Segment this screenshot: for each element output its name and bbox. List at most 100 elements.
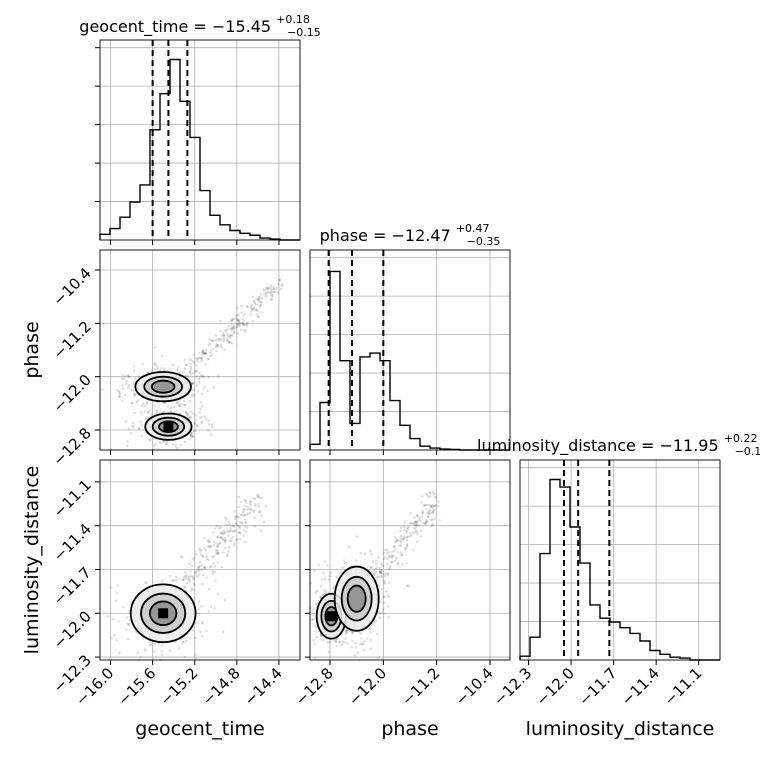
scatter-point bbox=[420, 501, 423, 504]
scatter-point bbox=[183, 400, 186, 403]
scatter-point bbox=[193, 430, 196, 433]
scatter-point bbox=[191, 587, 194, 590]
scatter-point bbox=[243, 329, 246, 332]
scatter-point bbox=[184, 404, 187, 407]
scatter-point bbox=[270, 298, 273, 301]
scatter-point bbox=[213, 607, 216, 610]
scatter-point bbox=[127, 386, 130, 389]
scatter-point bbox=[132, 365, 135, 368]
scatter-point bbox=[228, 336, 231, 339]
scatter-point bbox=[203, 385, 206, 388]
scatter-point bbox=[214, 527, 217, 530]
scatter-point bbox=[153, 650, 156, 653]
scatter-point bbox=[174, 446, 177, 449]
xtick-label-phase-0: −12.8 bbox=[292, 664, 337, 709]
scatter-point bbox=[394, 548, 397, 551]
scatter-point bbox=[233, 542, 236, 545]
scatter-point bbox=[206, 390, 209, 393]
scatter-point bbox=[317, 564, 320, 567]
scatter-point bbox=[192, 582, 195, 585]
scatter-point bbox=[258, 306, 261, 309]
scatter-point bbox=[205, 418, 208, 421]
scatter-point bbox=[348, 545, 351, 548]
scatter-point bbox=[185, 640, 188, 643]
scatter-point bbox=[324, 560, 327, 563]
scatter-point bbox=[259, 510, 262, 513]
scatter-point bbox=[190, 368, 193, 371]
scatter-point bbox=[173, 406, 176, 409]
scatter-point bbox=[375, 562, 378, 565]
scatter-point bbox=[407, 584, 410, 587]
scatter-point bbox=[204, 363, 207, 366]
scatter-point bbox=[377, 556, 380, 559]
scatter-point bbox=[420, 529, 423, 532]
scatter-point bbox=[192, 629, 195, 632]
scatter-point bbox=[205, 349, 208, 352]
scatter-point bbox=[208, 541, 211, 544]
scatter-point bbox=[153, 404, 156, 407]
scatter-point bbox=[216, 561, 219, 564]
scatter-point bbox=[222, 533, 225, 536]
scatter-point bbox=[208, 545, 211, 548]
scatter-point bbox=[153, 346, 156, 349]
scatter-point bbox=[192, 360, 195, 363]
xtick-label-geocent_time-2: −15.2 bbox=[156, 664, 201, 709]
scatter-point bbox=[434, 496, 437, 499]
scatter-point bbox=[223, 529, 226, 532]
scatter-point bbox=[123, 378, 126, 381]
scatter-point bbox=[218, 339, 221, 342]
scatter-point bbox=[131, 402, 134, 405]
scatter-point bbox=[195, 424, 198, 427]
scatter-point bbox=[217, 374, 220, 377]
scatter-point bbox=[202, 574, 205, 577]
scatter-point bbox=[277, 283, 280, 286]
scatter-point bbox=[414, 531, 417, 534]
x-axis-label-luminosity-distance: luminosity_distance bbox=[526, 718, 715, 740]
scatter-point bbox=[354, 642, 357, 645]
scatter-point bbox=[376, 633, 379, 636]
scatter-point bbox=[414, 523, 417, 526]
scatter-point bbox=[211, 570, 214, 573]
scatter-point bbox=[146, 411, 149, 414]
scatter-point bbox=[381, 569, 384, 572]
scatter-point bbox=[176, 400, 179, 403]
scatter-point bbox=[161, 650, 164, 653]
scatter-point bbox=[188, 562, 191, 565]
scatter-point bbox=[383, 573, 386, 576]
scatter-point bbox=[208, 588, 211, 591]
scatter-point bbox=[214, 571, 217, 574]
scatter-point bbox=[212, 386, 215, 389]
scatter-point bbox=[234, 515, 237, 518]
scatter-point bbox=[432, 510, 435, 513]
scatter-point bbox=[261, 297, 264, 300]
scatter-point bbox=[217, 544, 220, 547]
xtick-label-luminosity_distance-1: −12.0 bbox=[533, 664, 578, 709]
scatter-point bbox=[399, 530, 402, 533]
scatter-point bbox=[211, 339, 214, 342]
scatter-point bbox=[382, 558, 385, 561]
scatter-point bbox=[225, 518, 228, 521]
scatter-point bbox=[418, 516, 421, 519]
scatter-point bbox=[400, 535, 403, 538]
scatter-point bbox=[227, 553, 230, 556]
scatter-point bbox=[280, 287, 283, 290]
scatter-point bbox=[240, 329, 243, 332]
scatter-point bbox=[363, 640, 366, 643]
scatter-point bbox=[415, 526, 418, 529]
xtick-label-phase-1: −12.0 bbox=[345, 664, 390, 709]
scatter-point bbox=[376, 579, 379, 582]
scatter-point bbox=[363, 649, 366, 652]
scatter-point bbox=[232, 536, 235, 539]
scatter-point bbox=[242, 322, 245, 325]
scatter-point bbox=[137, 375, 140, 378]
scatter-point bbox=[202, 375, 205, 378]
scatter-point bbox=[196, 358, 199, 361]
scatter-point bbox=[239, 538, 242, 541]
scatter-point bbox=[125, 382, 128, 385]
scatter-point bbox=[189, 371, 192, 374]
scatter-point bbox=[195, 574, 198, 577]
ytick-label-luminosity_distance-3: −11.4 bbox=[50, 520, 95, 565]
scatter-point bbox=[325, 590, 328, 593]
scatter-point bbox=[126, 445, 129, 448]
scatter-point bbox=[356, 535, 359, 538]
